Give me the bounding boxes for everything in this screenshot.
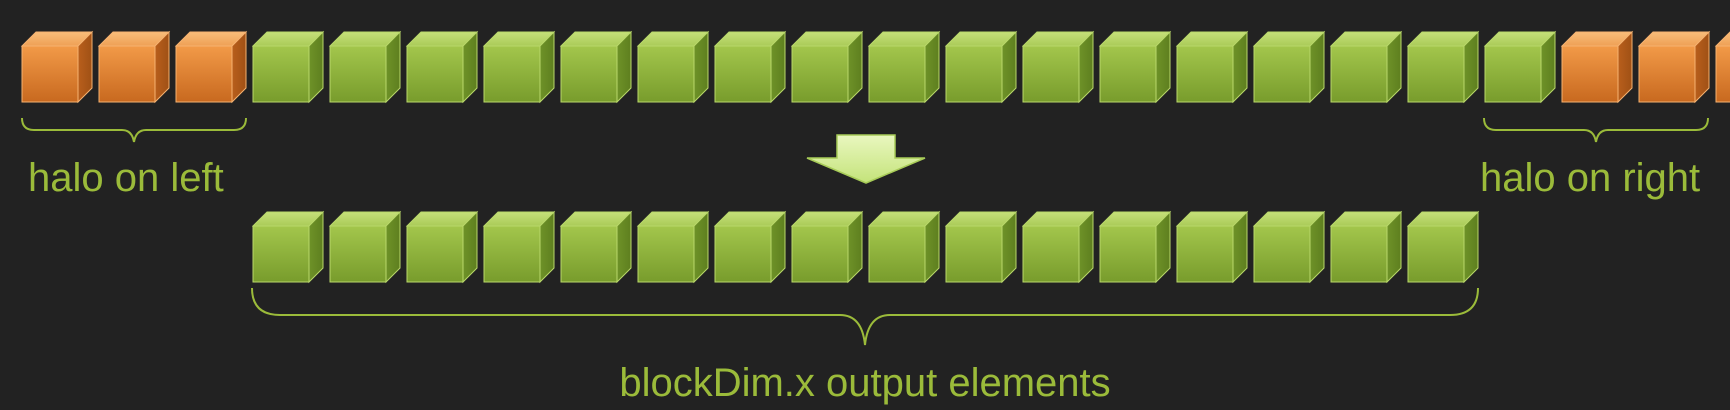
halo-cube: [174, 30, 248, 104]
data-cube: [636, 30, 710, 104]
data-cube: [713, 30, 787, 104]
output-cube: [1021, 210, 1095, 284]
output-cube: [944, 210, 1018, 284]
data-cube: [328, 30, 402, 104]
right-halo-brace: [1483, 117, 1709, 143]
data-cube: [1329, 30, 1403, 104]
output-cube: [1252, 210, 1326, 284]
halo-cube: [97, 30, 171, 104]
halo-cube: [1560, 30, 1634, 104]
left-halo-brace: [21, 117, 247, 143]
data-cube: [251, 30, 325, 104]
data-cube: [405, 30, 479, 104]
down-arrow-icon: [806, 134, 926, 184]
output-cube: [1098, 210, 1172, 284]
output-row: [251, 210, 1480, 284]
data-cube: [482, 30, 556, 104]
output-brace: [251, 287, 1479, 346]
data-cube: [1483, 30, 1557, 104]
halo-cube: [1637, 30, 1711, 104]
data-cube: [944, 30, 1018, 104]
data-cube: [1021, 30, 1095, 104]
output-cube: [636, 210, 710, 284]
output-cube: [251, 210, 325, 284]
output-cube: [482, 210, 556, 284]
halo-cube: [20, 30, 94, 104]
output-cube: [790, 210, 864, 284]
output-cube: [1329, 210, 1403, 284]
data-cube: [1175, 30, 1249, 104]
output-cube: [328, 210, 402, 284]
output-elements-label: blockDim.x output elements: [619, 361, 1111, 405]
output-cube: [405, 210, 479, 284]
output-cube: [867, 210, 941, 284]
data-cube: [1098, 30, 1172, 104]
data-cube: [559, 30, 633, 104]
data-cube: [1252, 30, 1326, 104]
input-row: [20, 30, 1730, 104]
output-cube: [559, 210, 633, 284]
output-cube: [1175, 210, 1249, 284]
halo-cube: [1714, 31, 1730, 103]
halo-right-label: halo on right: [1480, 156, 1701, 200]
data-cube: [1406, 30, 1480, 104]
halo-left-label: halo on left: [28, 156, 224, 200]
data-cube: [790, 30, 864, 104]
output-cube: [1406, 210, 1480, 284]
output-cube: [713, 210, 787, 284]
data-cube: [867, 30, 941, 104]
